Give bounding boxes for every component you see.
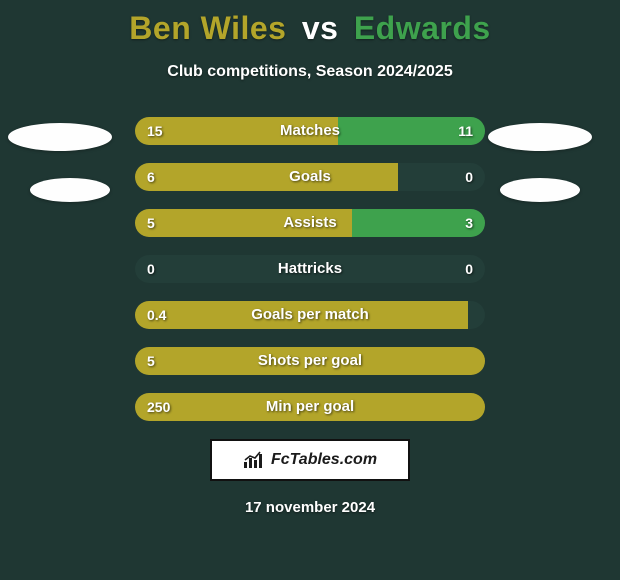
brand-chart-icon xyxy=(243,451,265,469)
stat-bars: 15Matches116Goals05Assists30Hattricks00.… xyxy=(135,117,485,421)
brand-badge: FcTables.com xyxy=(210,439,410,481)
stat-value-right: 11 xyxy=(458,117,473,145)
title-player1: Ben Wiles xyxy=(129,10,286,46)
stat-name: Shots per goal xyxy=(135,347,485,375)
brand-text: FcTables.com xyxy=(271,451,377,469)
comparison-infographic: Ben Wiles vs Edwards Club competitions, … xyxy=(0,0,620,580)
avatar-placeholder-right-top xyxy=(488,123,592,151)
avatar-placeholder-left-bottom xyxy=(30,178,110,202)
title-player2: Edwards xyxy=(354,10,491,46)
stat-value-right: 0 xyxy=(465,163,473,191)
stat-name: Matches xyxy=(135,117,485,145)
stat-name: Assists xyxy=(135,209,485,237)
stat-name: Goals per match xyxy=(135,301,485,329)
footer-date: 17 november 2024 xyxy=(0,499,620,516)
title: Ben Wiles vs Edwards xyxy=(0,10,620,47)
stat-bar: 0Hattricks0 xyxy=(135,255,485,283)
stat-value-right: 3 xyxy=(465,209,473,237)
stat-bar: 5Assists3 xyxy=(135,209,485,237)
stat-value-right: 0 xyxy=(465,255,473,283)
stat-bar: 5Shots per goal xyxy=(135,347,485,375)
stat-bar: 15Matches11 xyxy=(135,117,485,145)
stat-name: Hattricks xyxy=(135,255,485,283)
avatar-placeholder-left-top xyxy=(8,123,112,151)
title-vs: vs xyxy=(302,10,339,46)
subtitle: Club competitions, Season 2024/2025 xyxy=(0,63,620,81)
stat-bar: 0.4Goals per match xyxy=(135,301,485,329)
stat-name: Goals xyxy=(135,163,485,191)
avatar-placeholder-right-bottom xyxy=(500,178,580,202)
stat-name: Min per goal xyxy=(135,393,485,421)
stat-bar: 250Min per goal xyxy=(135,393,485,421)
stat-bar: 6Goals0 xyxy=(135,163,485,191)
